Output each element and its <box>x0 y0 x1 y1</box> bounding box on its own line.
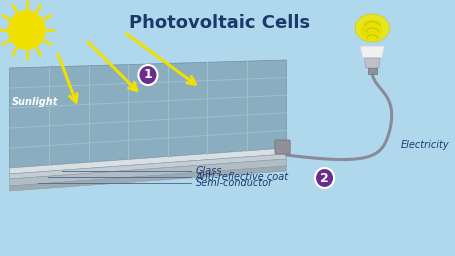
Polygon shape <box>10 159 286 186</box>
Polygon shape <box>10 154 286 179</box>
Circle shape <box>314 168 334 188</box>
Text: Anti-reflective coat: Anti-reflective coat <box>195 172 288 182</box>
Polygon shape <box>10 60 286 168</box>
Text: Electricity: Electricity <box>400 140 449 150</box>
Polygon shape <box>10 166 286 191</box>
Circle shape <box>138 65 157 85</box>
Polygon shape <box>364 58 379 68</box>
Polygon shape <box>10 148 286 174</box>
Polygon shape <box>354 14 389 42</box>
Text: Sunlight: Sunlight <box>11 97 58 107</box>
Text: Glass: Glass <box>195 166 222 176</box>
Text: 2: 2 <box>319 172 328 185</box>
Text: 1: 1 <box>143 69 152 81</box>
FancyBboxPatch shape <box>274 140 289 154</box>
Text: Photovoltaic Cells: Photovoltaic Cells <box>129 14 309 32</box>
Text: Semi-conductor: Semi-conductor <box>195 177 272 187</box>
Polygon shape <box>367 68 376 74</box>
Polygon shape <box>359 46 384 58</box>
Circle shape <box>8 10 46 50</box>
